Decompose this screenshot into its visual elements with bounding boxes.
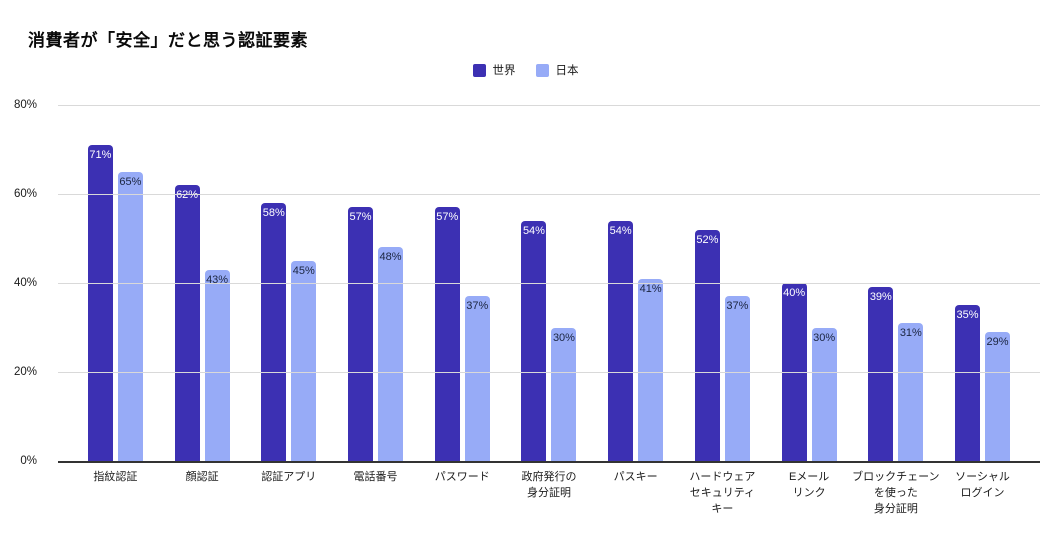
- bar-group: 71% 65% 指紋認証: [87, 105, 143, 483]
- bar-value-label: 57%: [349, 211, 372, 224]
- bar-world: 57%: [434, 207, 460, 461]
- bar-japan: 29%: [985, 331, 1011, 461]
- y-axis-tick-label: 80%: [13, 99, 37, 111]
- gridline-40: [58, 283, 1040, 284]
- bar-japan: 31%: [898, 323, 924, 461]
- bar-world: 54%: [608, 220, 634, 461]
- bar-world: 58%: [261, 202, 287, 461]
- bar-group: 39% 31% ブロックチェーン を使った 身分証明: [852, 105, 940, 515]
- bar-group: 62% 43% 顔認証: [174, 105, 230, 483]
- bar-japan: 37%: [464, 296, 490, 461]
- legend-item-world: 世界: [472, 62, 516, 78]
- bar-value-label: 43%: [206, 273, 229, 286]
- bar-value-label: 29%: [986, 335, 1009, 348]
- y-axis-tick-label: 40%: [13, 277, 37, 289]
- category-label: 政府発行の 身分証明: [521, 471, 577, 499]
- bar-japan: 65%: [117, 171, 143, 461]
- bar-japan: 43%: [204, 269, 230, 461]
- bar-world: 52%: [694, 229, 720, 461]
- bar-world: 57%: [348, 207, 374, 461]
- bar-value-label: 37%: [726, 300, 749, 313]
- bar-japan: 37%: [724, 296, 750, 461]
- category-label: 顔認証: [185, 471, 219, 483]
- bar-group: 57% 37% パスワード: [434, 105, 490, 483]
- y-axis-tick-label: 60%: [13, 188, 37, 200]
- bar-world: 54%: [521, 220, 547, 461]
- bar-value-label: 65%: [119, 175, 142, 188]
- bar-group: 54% 41% パスキー: [608, 105, 664, 483]
- gridline-60: [58, 194, 1040, 195]
- bar-value-label: 52%: [696, 233, 719, 246]
- legend-label-world: 世界: [492, 65, 516, 77]
- bar-value-label: 30%: [813, 331, 836, 344]
- bar-japan: 45%: [291, 260, 317, 461]
- legend-item-japan: 日本: [535, 62, 579, 78]
- bar-group: 35% 29% ソーシャル ログイン: [955, 105, 1011, 499]
- legend-swatch-japan: [535, 63, 549, 77]
- legend: 世界 日本: [0, 62, 1051, 78]
- category-label: 指紋認証: [93, 471, 138, 483]
- y-axis-tick-label: 0%: [20, 455, 37, 467]
- bar-value-label: 48%: [379, 251, 402, 264]
- bar-world: 35%: [955, 305, 981, 461]
- category-label: パスワード: [434, 471, 490, 483]
- plot-area: 71% 65% 指紋認証 62% 43% 顔認証 58% 45% 認証アプリ 57% 48% 電話番号…: [14, 99, 1040, 515]
- category-label: ソーシャル ログイン: [955, 471, 1010, 499]
- bar-value-label: 37%: [466, 300, 489, 313]
- chart-title: 消費者が「安全」だと思う認証要素: [28, 31, 308, 50]
- bar-world: 71%: [87, 145, 113, 461]
- y-axis-tick-label: 20%: [13, 366, 37, 378]
- category-label: 電話番号: [353, 471, 398, 483]
- bar-value-label: 54%: [609, 224, 632, 237]
- category-label: Eメール リンク: [788, 471, 830, 499]
- category-label: ハードウェア セキュリティ キー: [689, 471, 756, 515]
- gridline-80: [58, 105, 1040, 106]
- bar-japan: 41%: [638, 278, 664, 461]
- bar-japan: 30%: [811, 327, 837, 461]
- legend-label-japan: 日本: [555, 65, 579, 77]
- bar-value-label: 39%: [869, 291, 892, 304]
- bar-value-label: 30%: [552, 331, 575, 344]
- bar-value-label: 71%: [89, 149, 112, 162]
- bar-value-label: 57%: [436, 211, 459, 224]
- bar-value-label: 58%: [262, 206, 285, 219]
- bar-value-label: 35%: [956, 309, 979, 322]
- category-label: パスキー: [613, 471, 658, 483]
- bar-value-label: 41%: [639, 282, 662, 295]
- bar-japan: 48%: [378, 247, 404, 461]
- bar-group: 52% 37% ハードウェア セキュリティ キー: [689, 105, 755, 515]
- bar-value-label: 31%: [899, 327, 922, 340]
- category-label: ブロックチェーン を使った 身分証明: [852, 471, 940, 515]
- bar-world: 39%: [868, 287, 894, 461]
- bar-value-label: 45%: [292, 264, 315, 277]
- bar-value-label: 62%: [176, 189, 199, 202]
- bar-japan: 30%: [551, 327, 577, 461]
- bar-group: 54% 30% 政府発行の 身分証明: [521, 105, 577, 499]
- bar-group: 58% 45% 認証アプリ: [261, 105, 317, 483]
- legend-swatch-world: [472, 63, 486, 77]
- bar-value-label: 54%: [522, 224, 545, 237]
- bar-value-label: 40%: [783, 287, 806, 299]
- category-label: 認証アプリ: [261, 471, 317, 483]
- gridline-20: [58, 372, 1040, 373]
- bar-world: 62%: [174, 185, 200, 461]
